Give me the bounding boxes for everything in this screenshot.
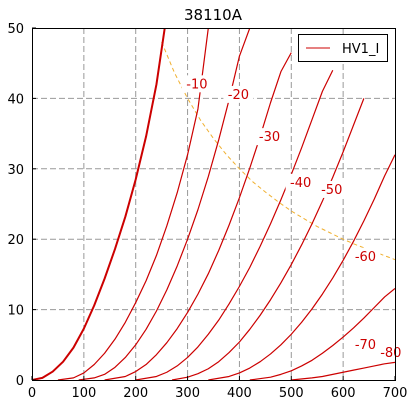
y-tick-label: 0: [16, 374, 24, 389]
x-tick-label: 200: [123, 386, 148, 401]
axis-ticks: 0 100 200 300 400 500 600 700 0 10 20 30 40 50: [7, 22, 407, 401]
max-dissipation-line: [161, 41, 395, 261]
series-line-neg60: [208, 154, 395, 380]
series-line-neg30: [104, 52, 292, 380]
x-tick-label: 500: [279, 386, 304, 401]
legend-entry: HV1_I: [342, 42, 379, 57]
x-tick-label: 0: [28, 386, 36, 401]
curve-label: -50: [321, 183, 342, 198]
x-tick-label: 400: [227, 386, 252, 401]
series-line-neg70: [249, 288, 395, 380]
plot-frame: [32, 28, 396, 381]
curve-label: -80: [380, 346, 401, 361]
curve-label: -40: [290, 176, 311, 191]
curve-label-bg: [350, 335, 381, 353]
curve-label-bg: [254, 128, 285, 146]
curve-labels: -10 -20 -30 -40 -50 -60 -70 -80: [181, 75, 406, 362]
curve-label-bg: [375, 344, 406, 362]
curve-label: -30: [259, 130, 280, 145]
x-tick-label: 700: [383, 386, 407, 401]
legend-box: [298, 34, 388, 62]
curve-label: -60: [355, 250, 376, 265]
x-tick-label: 600: [331, 386, 356, 401]
max-dissipation-curve: [161, 41, 395, 261]
plate-curves: [32, 28, 395, 380]
chart-title: 38110A: [184, 6, 243, 24]
curve-label-bg: [181, 75, 212, 93]
y-tick-label: 50: [7, 22, 24, 37]
y-tick-label: 30: [7, 163, 24, 178]
series-line-neg10: [57, 28, 209, 380]
series-line-neg50: [171, 98, 365, 380]
series-line-neg80: [291, 361, 395, 380]
series-line-neg40: [135, 69, 334, 380]
series-line-neg20: [78, 28, 251, 380]
curve-label: -10: [186, 77, 207, 92]
x-tick-label: 300: [175, 386, 200, 401]
curve-label-bg: [316, 180, 347, 198]
series-line-hv1-i: [32, 28, 166, 380]
curve-label: -20: [228, 88, 249, 103]
legend: HV1_I: [298, 34, 388, 62]
x-tick-label: 100: [71, 386, 96, 401]
y-tick-label: 40: [7, 92, 24, 107]
curve-label-bg: [223, 85, 254, 103]
y-tick-label: 10: [7, 304, 24, 319]
curve-label-bg: [285, 173, 316, 191]
y-tick-label: 20: [7, 233, 24, 248]
curve-label: -70: [355, 338, 376, 353]
curve-label-bg: [350, 247, 381, 265]
